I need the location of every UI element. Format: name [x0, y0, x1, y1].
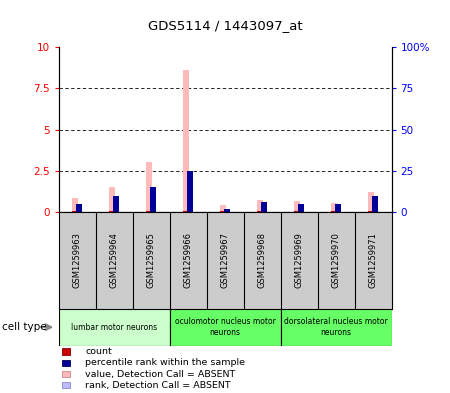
Bar	[372, 196, 378, 212]
Bar	[220, 211, 226, 212]
Bar	[261, 202, 267, 212]
Text: count: count	[85, 347, 112, 356]
Bar	[62, 360, 70, 366]
Text: oculomotor nucleus motor
neurons: oculomotor nucleus motor neurons	[175, 318, 275, 337]
Bar	[149, 187, 156, 212]
Bar	[58, 309, 170, 346]
Text: dorsolateral nucleus motor
neurons: dorsolateral nucleus motor neurons	[284, 318, 388, 337]
Bar	[72, 211, 78, 212]
Bar	[224, 209, 230, 212]
Bar	[109, 211, 116, 212]
Bar	[368, 211, 374, 212]
Bar	[368, 193, 374, 212]
Bar	[372, 196, 378, 212]
Bar	[112, 196, 119, 212]
Bar	[257, 211, 264, 212]
Text: value, Detection Call = ABSENT: value, Detection Call = ABSENT	[85, 369, 235, 378]
Text: rank, Detection Call = ABSENT: rank, Detection Call = ABSENT	[85, 381, 231, 390]
Text: cell type: cell type	[2, 322, 47, 332]
Bar	[76, 204, 82, 212]
Bar	[109, 187, 116, 212]
Bar	[149, 187, 156, 212]
Bar	[62, 382, 70, 389]
Bar	[76, 204, 82, 212]
Text: GSM1259964: GSM1259964	[109, 232, 118, 288]
Text: GSM1259969: GSM1259969	[294, 232, 303, 288]
Bar	[183, 70, 189, 212]
Text: lumbar motor neurons: lumbar motor neurons	[71, 323, 157, 332]
Bar	[72, 198, 78, 212]
Bar	[112, 196, 119, 212]
Bar	[62, 371, 70, 377]
Text: GSM1259965: GSM1259965	[147, 232, 156, 288]
Bar	[297, 204, 304, 212]
Text: GSM1259970: GSM1259970	[332, 232, 341, 288]
Bar	[224, 209, 230, 212]
Text: GSM1259963: GSM1259963	[72, 232, 81, 288]
Bar	[331, 211, 338, 212]
Text: GSM1259971: GSM1259971	[369, 232, 378, 288]
Bar	[331, 203, 338, 212]
Text: GSM1259966: GSM1259966	[184, 232, 193, 288]
Text: GDS5114 / 1443097_at: GDS5114 / 1443097_at	[148, 19, 302, 32]
Bar	[220, 205, 226, 212]
Bar	[334, 204, 341, 212]
Bar	[62, 348, 70, 354]
Bar	[297, 204, 304, 212]
Bar	[186, 171, 193, 212]
Bar	[294, 211, 301, 212]
Text: GSM1259968: GSM1259968	[257, 232, 266, 288]
Bar	[186, 171, 193, 212]
Bar	[261, 202, 267, 212]
Bar	[257, 200, 264, 212]
Bar	[146, 162, 153, 212]
Bar	[183, 211, 189, 212]
Bar	[334, 204, 341, 212]
Text: percentile rank within the sample: percentile rank within the sample	[85, 358, 245, 367]
Bar	[280, 309, 392, 346]
Bar	[294, 202, 301, 212]
Bar	[146, 211, 153, 212]
Text: GSM1259967: GSM1259967	[220, 232, 230, 288]
Bar	[170, 309, 280, 346]
